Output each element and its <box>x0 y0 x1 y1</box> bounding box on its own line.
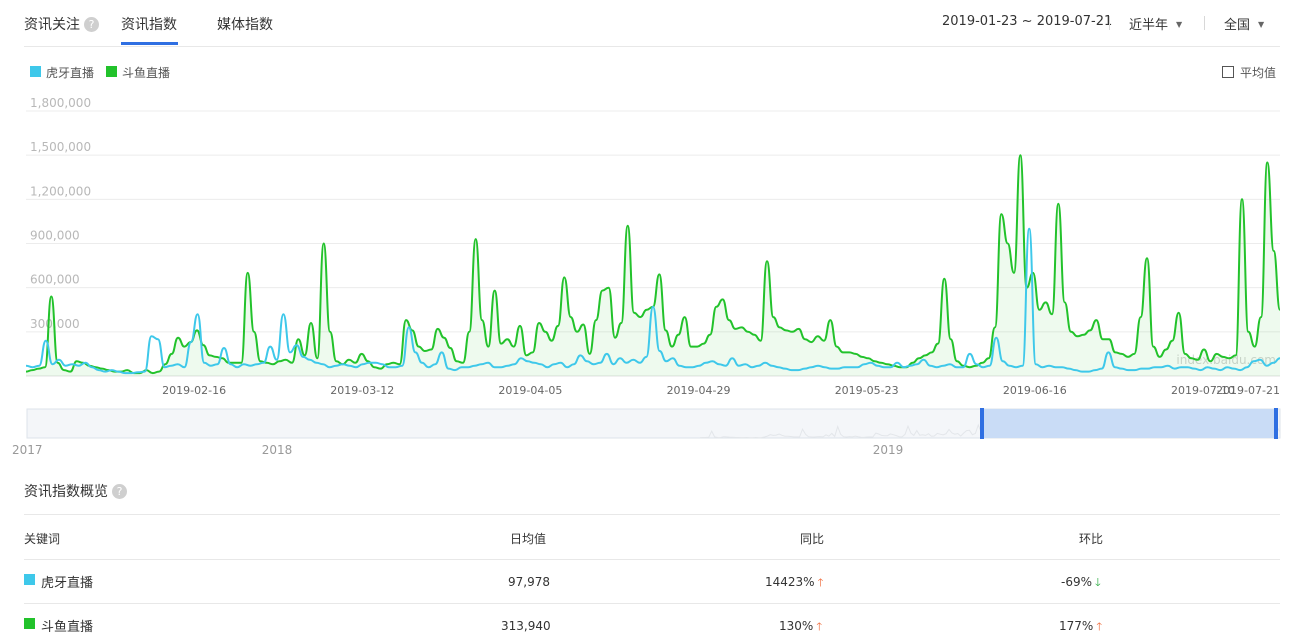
region-select[interactable]: 全国 ▼ <box>1224 14 1264 33</box>
column-header-average: 日均值 <box>510 532 547 546</box>
y-tick-label: 1,200,000 <box>30 184 91 198</box>
line-chart[interactable]: 1,800,000 1,500,000 1,200,000 900,000 600,00… <box>0 95 1302 460</box>
x-tick-label: 2019-05-23 <box>835 384 899 397</box>
divider <box>1109 16 1110 30</box>
x-tick-label: 2019-04-29 <box>667 384 731 397</box>
divider <box>1204 16 1205 30</box>
row-yoy: 130% 🡑 <box>779 618 822 637</box>
x-tick-label: 2019-07-10 <box>1171 384 1235 397</box>
active-tab-indicator <box>121 42 178 45</box>
row-color-swatch <box>24 618 35 629</box>
row-yoy-value: 130% <box>779 619 814 633</box>
x-tick-label: 2019-07-21 <box>1216 384 1280 397</box>
tab-media-index[interactable]: 媒体指数 <box>217 17 273 33</box>
legend-label-huya[interactable]: 虎牙直播 <box>46 66 95 80</box>
row-keyword: 虎牙直播 <box>41 576 94 591</box>
column-header-yoy: 同比 <box>800 532 825 546</box>
navigator-year-label: 2017 <box>12 443 43 457</box>
row-mom-value: -69% <box>1061 575 1093 589</box>
section-title: 资讯关注? <box>24 14 99 34</box>
caret-down-icon: ▼ <box>1176 20 1183 29</box>
navigator-handle-right <box>1274 408 1278 439</box>
y-tick-label: 1,800,000 <box>30 96 91 110</box>
row-average: 97,978 <box>508 575 550 589</box>
row-mom: -69% 🡓 <box>1061 574 1101 593</box>
legend-swatch-douyu[interactable] <box>106 66 117 77</box>
row-yoy: 14423% 🡑 <box>765 574 823 593</box>
help-icon[interactable]: ? <box>112 484 127 499</box>
series-line-douyu <box>25 154 1281 375</box>
series-line-huya <box>25 227 1281 375</box>
column-header-keyword: 关键词 <box>24 532 61 546</box>
y-tick-label: 900,000 <box>30 229 80 243</box>
x-tick-label: 2019-03-12 <box>330 384 394 397</box>
row-color-swatch <box>24 574 35 585</box>
average-checkbox[interactable] <box>1222 66 1234 78</box>
region-select-value: 全国 <box>1224 18 1251 33</box>
date-range[interactable]: 2019-01-23 ~ 2019-07-21 <box>942 14 1113 29</box>
period-select-value: 近半年 <box>1129 18 1169 33</box>
help-icon[interactable]: ? <box>84 17 99 32</box>
period-select[interactable]: 近半年 ▼ <box>1129 14 1182 33</box>
arrow-up-icon: 🡑 <box>1096 620 1103 633</box>
x-tick-label: 2019-06-16 <box>1003 384 1067 397</box>
divider <box>24 603 1280 604</box>
y-tick-label: 600,000 <box>30 273 80 287</box>
section-title-text: 资讯关注 <box>24 17 80 33</box>
arrow-up-icon: 🡑 <box>816 620 823 633</box>
header-bar: 资讯关注? 资讯指数 媒体指数 <box>24 0 1280 47</box>
overview-title-text: 资讯指数概览 <box>24 484 108 500</box>
row-average: 313,940 <box>501 619 551 633</box>
legend-swatch-huya[interactable] <box>30 66 41 77</box>
average-label[interactable]: 平均值 <box>1240 66 1277 80</box>
navigator-year-label: 2019 <box>873 443 904 457</box>
series-area-douyu <box>26 155 1280 376</box>
legend-label-douyu[interactable]: 斗鱼直播 <box>122 66 171 80</box>
caret-down-icon: ▼ <box>1258 20 1265 29</box>
row-mom-value: 177% <box>1059 619 1094 633</box>
arrow-down-icon: 🡓 <box>1095 576 1101 589</box>
divider <box>24 559 1280 560</box>
navigator-year-label: 2018 <box>262 443 293 457</box>
column-header-mom: 环比 <box>1079 532 1104 546</box>
x-tick-label: 2019-02-16 <box>162 384 226 397</box>
x-tick-label: 2019-04-05 <box>498 384 562 397</box>
tab-news-index[interactable]: 资讯指数 <box>121 17 177 33</box>
navigator-selection <box>982 409 1277 438</box>
arrow-up-icon: 🡑 <box>817 576 824 589</box>
navigator-handle-left <box>980 408 984 439</box>
row-yoy-value: 14423% <box>765 575 815 589</box>
row-mom: 177% 🡑 <box>1059 618 1102 637</box>
overview-title: 资讯指数概览? <box>24 481 127 501</box>
divider <box>24 514 1280 515</box>
y-tick-label: 1,500,000 <box>30 140 91 154</box>
